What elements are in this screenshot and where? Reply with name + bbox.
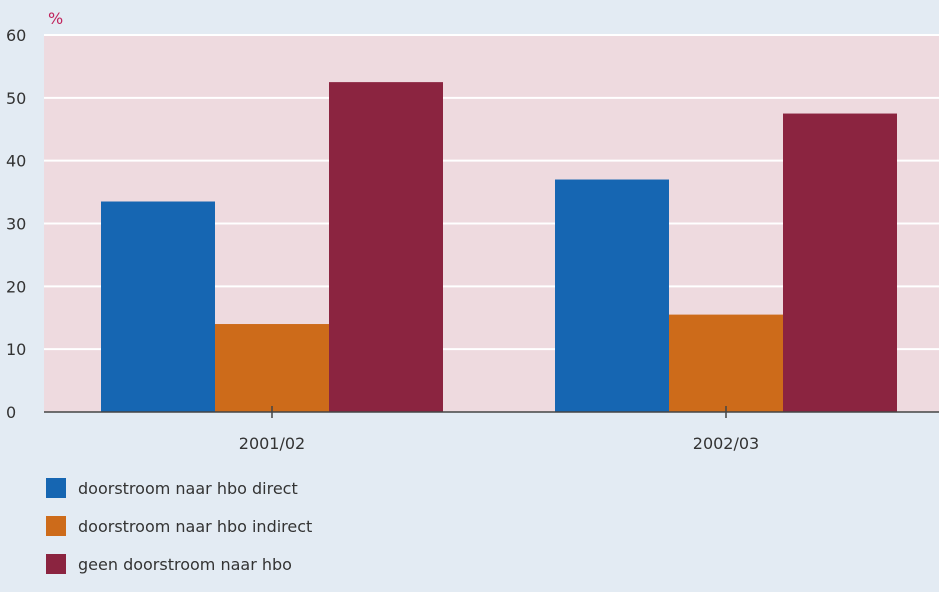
y-tick-label: 20 [6,277,26,296]
y-tick-label: 0 [6,403,16,422]
legend-label-geen: geen doorstroom naar hbo [78,554,292,574]
legend-item-geen: geen doorstroom naar hbo [46,554,312,574]
y-unit-label: % [48,9,63,28]
bars [101,82,897,413]
chart-svg: 2001/02 2002/03 0 10 20 30 40 50 60 % [6,9,939,453]
x-ticks: 2001/02 2002/03 [239,406,759,453]
y-tick-label: 40 [6,152,26,171]
x-tick-label: 2001/02 [239,434,305,453]
x-tick-label: 2002/03 [693,434,759,453]
y-tick-label: 50 [6,89,26,108]
chart: 2001/02 2002/03 0 10 20 30 40 50 60 % doorstroo… [6,9,939,574]
y-tick-label: 10 [6,340,26,359]
legend-swatch-indirect [46,516,66,536]
legend-label-direct: doorstroom naar hbo direct [78,478,298,498]
bar [783,113,897,413]
legend-swatch-geen [46,554,66,574]
legend-label-indirect: doorstroom naar hbo indirect [78,516,313,536]
legend: doorstroom naar hbo direct doorstroom na… [46,478,312,592]
bar [555,179,669,412]
y-tick-labels: 0 10 20 30 40 50 60 [6,26,26,422]
y-tick-label: 30 [6,215,26,234]
y-tick-label: 60 [6,26,26,45]
bar [215,324,329,412]
bar [669,314,783,412]
bar [101,201,215,412]
legend-swatch-direct [46,478,66,498]
bar [329,82,443,412]
legend-item-indirect: doorstroom naar hbo indirect [46,516,312,536]
legend-item-direct: doorstroom naar hbo direct [46,478,312,498]
